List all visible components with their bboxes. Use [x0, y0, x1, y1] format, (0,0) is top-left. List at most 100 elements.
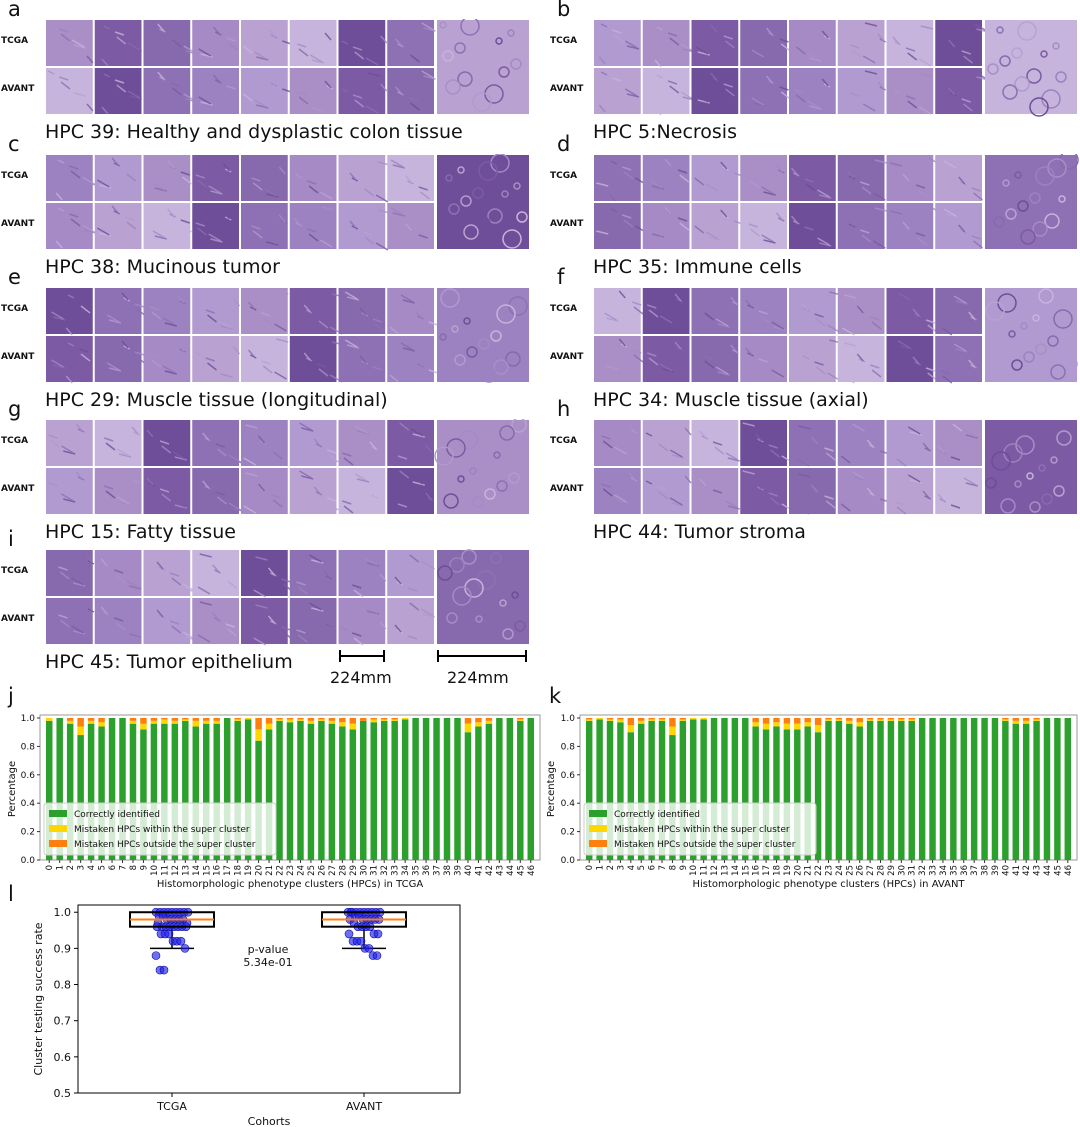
- tissue-texture: [352, 94, 363, 99]
- tissue-texture: [651, 233, 665, 238]
- tissue-texture: [750, 180, 760, 189]
- tissue-texture: [710, 24, 718, 33]
- tissue-texture: [1032, 221, 1048, 237]
- x-tick-label: 8: [129, 865, 139, 870]
- tissue-texture: [475, 309, 483, 317]
- tissue-texture: [111, 157, 119, 166]
- tissue-texture: [272, 499, 283, 508]
- bar-segment: [637, 723, 645, 860]
- tissue-texture: [912, 356, 920, 365]
- y-tick-label: 1.0: [54, 906, 72, 919]
- tissue-tile: [594, 20, 641, 66]
- tissue-texture: [472, 187, 484, 199]
- tissue-texture: [779, 86, 789, 91]
- tissue-texture: [1044, 213, 1060, 229]
- bar-segment: [866, 719, 874, 721]
- bar-segment: [66, 718, 74, 721]
- tissue-texture: [469, 63, 485, 79]
- tissue-texture: [60, 81, 71, 90]
- tissue-texture: [116, 36, 127, 45]
- tissue-texture: [965, 434, 978, 439]
- tissue-texture: [819, 242, 832, 247]
- bar-segment: [140, 718, 147, 724]
- tissue-tile: [289, 203, 337, 249]
- tissue-texture: [996, 26, 1004, 34]
- tissue-texture: [671, 502, 685, 507]
- tissue-texture: [704, 312, 715, 321]
- bar-segment: [981, 718, 988, 860]
- data-point: [356, 936, 366, 946]
- tissue-texture: [65, 327, 73, 336]
- tissue-texture: [478, 161, 498, 181]
- tissue-texture: [115, 574, 126, 583]
- bar-segment: [380, 718, 388, 720]
- tissue-texture: [753, 102, 766, 107]
- tissue-texture: [353, 589, 364, 598]
- tissue-tile: [837, 68, 885, 114]
- bar-segment: [970, 718, 978, 860]
- tissue-texture: [48, 434, 58, 439]
- tissue-texture: [661, 368, 675, 373]
- tissue-texture: [1026, 472, 1034, 480]
- row-label-avant: AVANT: [1, 84, 35, 94]
- tissue-texture: [324, 32, 332, 41]
- chart-j-tcga-bars: 0.00.20.40.60.81.00 1 2 3 4 5 6 7 8 9 10 11 12 13 14 15…: [7, 714, 541, 890]
- x-axis-label: Histomorphologic phenotype clusters (HPC…: [157, 879, 424, 890]
- bar-segment: [464, 718, 472, 724]
- tissue-texture: [128, 585, 142, 590]
- tissue-texture: [680, 91, 694, 100]
- bar-segment: [45, 720, 53, 860]
- tissue-texture: [600, 71, 608, 76]
- tissue-texture: [715, 318, 729, 327]
- tissue-texture: [654, 59, 662, 68]
- bar-segment: [908, 718, 915, 720]
- x-tick-label: 34: [401, 865, 411, 876]
- tissue-texture: [301, 427, 314, 432]
- tissue-texture: [907, 100, 918, 109]
- tissue-texture: [824, 447, 834, 452]
- tissue-texture: [763, 239, 776, 244]
- tissue-texture: [790, 167, 799, 176]
- x-tick-label: 6: [108, 865, 118, 870]
- bar-segment: [606, 718, 614, 720]
- tissue-grid-b: [594, 20, 1077, 117]
- x-tick-label: 22: [276, 865, 286, 876]
- tissue-texture: [496, 480, 508, 492]
- tissue-texture: [659, 363, 673, 372]
- x-tick-label: 18: [772, 865, 782, 876]
- tissue-texture: [362, 183, 373, 188]
- tissue-texture: [771, 369, 785, 378]
- tissue-texture: [121, 292, 129, 301]
- tissue-tile: [935, 20, 982, 66]
- tissue-texture: [362, 231, 373, 236]
- tissue-texture: [264, 236, 277, 245]
- bar-segment: [1043, 718, 1051, 860]
- tissue-texture: [268, 29, 276, 38]
- tissue-texture: [443, 493, 459, 509]
- tissue-texture: [319, 239, 333, 248]
- tissue-texture: [866, 487, 874, 496]
- tissue-texture: [296, 581, 306, 586]
- tissue-texture: [65, 375, 73, 384]
- tissue-texture: [608, 241, 616, 250]
- bar-segment: [690, 719, 697, 860]
- bar-segment: [349, 729, 357, 860]
- tissue-texture: [321, 206, 335, 211]
- bar-segment: [1033, 719, 1040, 721]
- tissue-texture: [943, 208, 957, 217]
- tissue-texture: [671, 454, 685, 459]
- tissue-texture: [49, 439, 60, 448]
- tissue-texture: [195, 174, 205, 179]
- panel-letter-c: c: [8, 132, 20, 156]
- tissue-tile: [241, 550, 288, 596]
- tissue-texture: [922, 490, 930, 499]
- tissue-texture: [659, 315, 673, 324]
- tissue-texture: [1011, 47, 1023, 59]
- tissue-tile: [886, 203, 934, 249]
- tissue-texture: [439, 21, 447, 29]
- tissue-texture: [61, 493, 74, 502]
- tissue-texture: [318, 320, 329, 329]
- tissue-texture: [129, 47, 142, 52]
- bar-segment: [804, 726, 811, 860]
- tissue-texture: [699, 478, 707, 487]
